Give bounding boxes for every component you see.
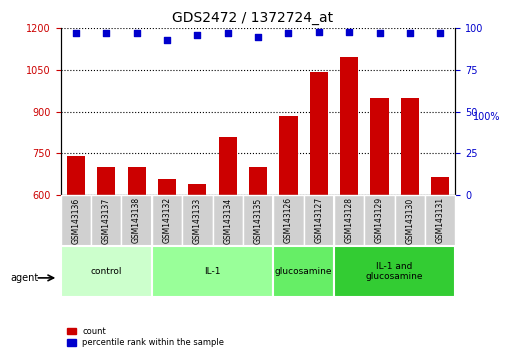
Text: agent: agent bbox=[10, 273, 38, 283]
FancyBboxPatch shape bbox=[242, 195, 273, 248]
Text: GSM143126: GSM143126 bbox=[283, 198, 292, 244]
Text: GSM143128: GSM143128 bbox=[344, 198, 353, 243]
Bar bbox=[309, 72, 327, 354]
Text: GDS2472 / 1372724_at: GDS2472 / 1372724_at bbox=[172, 11, 333, 25]
FancyBboxPatch shape bbox=[61, 246, 152, 297]
Bar bbox=[127, 167, 145, 354]
FancyBboxPatch shape bbox=[394, 195, 424, 248]
Point bbox=[254, 34, 262, 40]
Point bbox=[405, 30, 413, 36]
FancyBboxPatch shape bbox=[273, 195, 303, 248]
Legend: count, percentile rank within the sample: count, percentile rank within the sample bbox=[65, 324, 226, 350]
Point bbox=[314, 29, 322, 34]
Point bbox=[344, 29, 352, 34]
Bar bbox=[430, 177, 448, 354]
Bar bbox=[400, 98, 418, 354]
FancyBboxPatch shape bbox=[333, 246, 454, 297]
Point bbox=[193, 32, 201, 38]
Text: GSM143138: GSM143138 bbox=[132, 198, 141, 244]
Text: GSM143127: GSM143127 bbox=[314, 198, 323, 244]
FancyBboxPatch shape bbox=[303, 195, 333, 248]
Text: GSM143135: GSM143135 bbox=[253, 198, 262, 244]
Text: IL-1: IL-1 bbox=[204, 267, 220, 276]
Bar bbox=[370, 98, 388, 354]
Y-axis label: 100%: 100% bbox=[472, 112, 499, 121]
Point bbox=[132, 30, 140, 36]
Text: GSM143129: GSM143129 bbox=[374, 198, 383, 244]
Bar bbox=[248, 167, 267, 354]
Point bbox=[375, 30, 383, 36]
Text: control: control bbox=[90, 267, 122, 276]
FancyBboxPatch shape bbox=[152, 195, 182, 248]
Text: GSM143133: GSM143133 bbox=[192, 198, 201, 244]
Text: GSM143134: GSM143134 bbox=[223, 198, 232, 244]
Point bbox=[72, 30, 80, 36]
Bar bbox=[339, 57, 358, 354]
Text: GSM143137: GSM143137 bbox=[102, 198, 111, 244]
Point bbox=[284, 30, 292, 36]
Text: GSM143136: GSM143136 bbox=[71, 198, 80, 244]
FancyBboxPatch shape bbox=[424, 195, 454, 248]
Point bbox=[223, 30, 231, 36]
Text: IL-1 and
glucosamine: IL-1 and glucosamine bbox=[365, 262, 423, 281]
Point bbox=[102, 30, 110, 36]
Text: GSM143131: GSM143131 bbox=[435, 198, 444, 244]
FancyBboxPatch shape bbox=[212, 195, 242, 248]
FancyBboxPatch shape bbox=[152, 246, 273, 297]
Bar bbox=[158, 179, 176, 354]
Text: GSM143132: GSM143132 bbox=[162, 198, 171, 244]
FancyBboxPatch shape bbox=[121, 195, 152, 248]
FancyBboxPatch shape bbox=[333, 195, 364, 248]
Bar bbox=[188, 184, 206, 354]
Point bbox=[163, 37, 171, 43]
FancyBboxPatch shape bbox=[182, 195, 212, 248]
Bar bbox=[67, 156, 85, 354]
FancyBboxPatch shape bbox=[273, 246, 333, 297]
Bar bbox=[218, 137, 236, 354]
Bar bbox=[279, 116, 297, 354]
FancyBboxPatch shape bbox=[364, 195, 394, 248]
Bar bbox=[97, 167, 115, 354]
FancyBboxPatch shape bbox=[91, 195, 121, 248]
Text: glucosamine: glucosamine bbox=[274, 267, 332, 276]
FancyBboxPatch shape bbox=[61, 195, 91, 248]
Text: GSM143130: GSM143130 bbox=[405, 198, 414, 244]
Point bbox=[435, 30, 443, 36]
